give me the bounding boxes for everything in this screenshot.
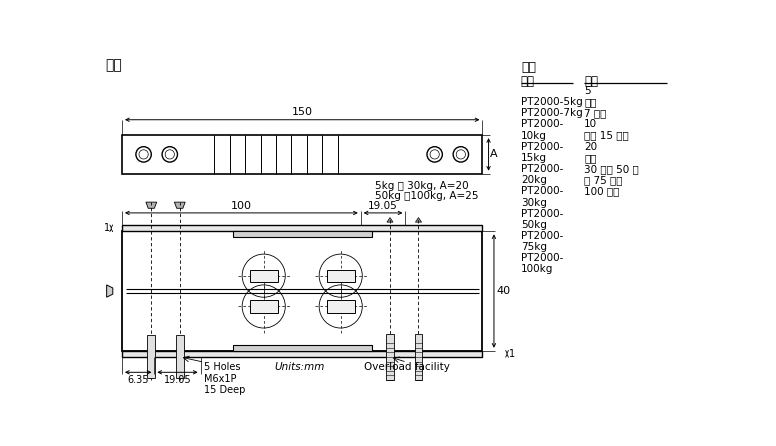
Text: 1: 1 <box>103 223 109 233</box>
Polygon shape <box>175 202 185 208</box>
Text: PT2000-7kg: PT2000-7kg <box>521 108 583 118</box>
Text: A: A <box>490 149 497 159</box>
Bar <box>147 335 155 379</box>
Text: 50kg: 50kg <box>521 220 547 230</box>
Text: 20: 20 <box>584 142 598 152</box>
Text: PT2000-: PT2000- <box>521 120 563 129</box>
Polygon shape <box>148 374 154 379</box>
Bar <box>250 269 278 282</box>
Text: 30kg: 30kg <box>521 198 547 207</box>
Text: PT2000-: PT2000- <box>521 164 563 174</box>
Bar <box>233 345 372 351</box>
Text: 尺寸: 尺寸 <box>105 58 122 72</box>
Text: 1: 1 <box>508 349 514 359</box>
Text: PT2000-5kg: PT2000-5kg <box>521 97 583 107</box>
Text: 100 公斤: 100 公斤 <box>584 186 619 196</box>
Text: 公斤: 公斤 <box>584 97 597 107</box>
Text: 100: 100 <box>231 201 252 211</box>
Text: 能力: 能力 <box>521 61 536 74</box>
Bar <box>176 335 184 379</box>
Text: 公斤 15 公斤: 公斤 15 公斤 <box>584 131 629 140</box>
Bar <box>122 225 483 231</box>
Text: PT2000-: PT2000- <box>521 231 563 241</box>
Bar <box>414 334 422 380</box>
Text: 50kg ～100kg, A=25: 50kg ～100kg, A=25 <box>375 191 478 201</box>
Bar <box>386 334 394 380</box>
Text: 5kg ～ 30kg, A=20: 5kg ～ 30kg, A=20 <box>375 182 468 191</box>
Polygon shape <box>146 202 157 208</box>
Text: 5 Holes
M6x1P
15 Deep: 5 Holes M6x1P 15 Deep <box>204 362 246 396</box>
Bar <box>327 269 355 282</box>
Text: 型号: 型号 <box>521 75 535 88</box>
Polygon shape <box>106 285 113 297</box>
Text: 5: 5 <box>584 86 591 96</box>
Polygon shape <box>415 360 421 364</box>
Text: PT2000-: PT2000- <box>521 209 563 219</box>
Text: 6.35: 6.35 <box>127 375 149 384</box>
Text: 100kg: 100kg <box>521 264 553 274</box>
Text: 20kg: 20kg <box>521 175 547 185</box>
Text: PT2000-: PT2000- <box>521 186 563 196</box>
Text: 7 公斤: 7 公斤 <box>584 108 606 118</box>
Polygon shape <box>387 360 393 364</box>
Polygon shape <box>387 218 393 222</box>
Bar <box>250 300 278 313</box>
Text: 75kg: 75kg <box>521 242 547 252</box>
Text: 19.05: 19.05 <box>368 201 398 211</box>
Text: PT2000-: PT2000- <box>521 142 563 152</box>
Text: 30 公斤 50 公: 30 公斤 50 公 <box>584 164 639 174</box>
Text: 19.05: 19.05 <box>164 375 192 384</box>
Text: Units:mm: Units:mm <box>274 362 324 372</box>
Text: 15kg: 15kg <box>521 153 547 163</box>
Bar <box>122 351 483 357</box>
Text: PT2000-: PT2000- <box>521 253 563 263</box>
Text: 150: 150 <box>292 107 313 117</box>
Polygon shape <box>415 218 421 222</box>
Text: 公斤: 公斤 <box>584 153 597 163</box>
Text: 斤 75 公斤: 斤 75 公斤 <box>584 175 622 185</box>
Bar <box>122 135 483 173</box>
Text: 容量: 容量 <box>584 75 598 88</box>
Text: 40: 40 <box>497 286 511 296</box>
Text: 10: 10 <box>584 120 598 129</box>
Bar <box>233 231 372 237</box>
Polygon shape <box>177 374 183 379</box>
Text: 10kg: 10kg <box>521 131 547 140</box>
Text: Overload facility: Overload facility <box>364 362 450 372</box>
Bar <box>327 300 355 313</box>
Bar <box>122 231 483 351</box>
